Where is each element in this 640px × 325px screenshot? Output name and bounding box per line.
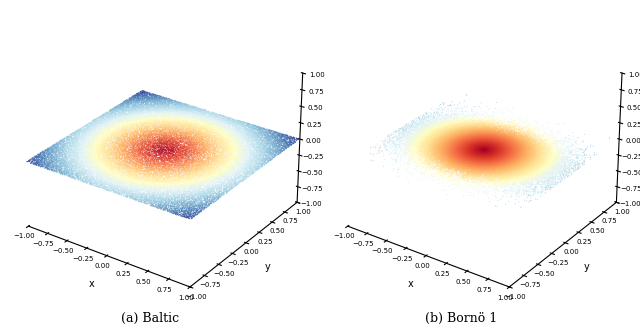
Y-axis label: y: y [264,262,270,272]
Y-axis label: y: y [584,262,589,272]
X-axis label: x: x [408,279,413,289]
X-axis label: x: x [88,279,94,289]
Text: (b) Bornö 1: (b) Bornö 1 [425,312,497,325]
Text: (a) Baltic: (a) Baltic [122,312,179,325]
